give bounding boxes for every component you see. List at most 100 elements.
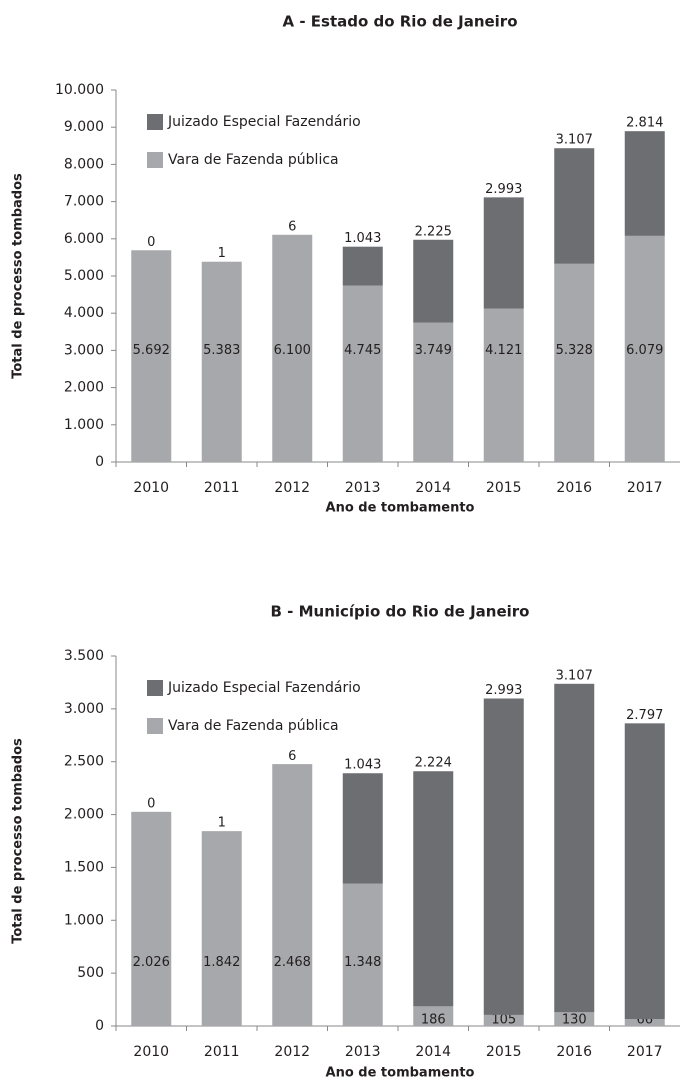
y-tick-label: 7.000 <box>64 194 104 210</box>
data-label: 2.993 <box>485 683 522 698</box>
data-label: 2.225 <box>415 224 452 239</box>
x-tick-label: 2017 <box>627 480 663 496</box>
data-label: 1 <box>218 246 226 261</box>
bar-segment <box>342 285 383 462</box>
data-label: 2.797 <box>626 708 663 723</box>
x-tick-label: 2013 <box>345 480 381 496</box>
bar-segment <box>342 883 383 1026</box>
data-label: 3.107 <box>556 668 593 683</box>
bar-segment <box>272 235 313 462</box>
data-label: 1.842 <box>203 955 240 970</box>
data-label: 3.107 <box>556 133 593 148</box>
data-label: 4.121 <box>485 343 522 358</box>
data-label: 3.749 <box>415 343 452 358</box>
y-tick-label: 2.500 <box>64 754 104 770</box>
bar-segment <box>554 683 595 1013</box>
bar-segment <box>554 263 595 462</box>
data-label: 5.328 <box>556 343 593 358</box>
y-tick-label: 2.000 <box>64 807 104 823</box>
bar-segment <box>342 246 383 286</box>
data-label: 6 <box>288 219 296 234</box>
x-tick-label: 2010 <box>133 1044 169 1060</box>
y-tick-label: 1.000 <box>64 417 104 433</box>
bar-segment <box>554 148 595 264</box>
bar-segment <box>201 261 242 462</box>
legend-swatch <box>147 152 163 168</box>
chart-title: B - Município do Rio de Janeiro <box>271 603 530 621</box>
data-label: 4.745 <box>344 343 381 358</box>
data-label: 2.224 <box>415 756 452 771</box>
y-tick-label: 500 <box>77 965 104 981</box>
bar-segment <box>413 322 454 462</box>
y-tick-label: 1.500 <box>64 859 104 875</box>
bar-segment <box>413 1006 454 1026</box>
x-axis-title: Ano de tombamento <box>326 501 475 516</box>
legend-swatch <box>147 114 163 130</box>
y-axis-title: Total de processo tombados <box>11 738 26 944</box>
data-label: 2.026 <box>133 955 170 970</box>
data-label: 0 <box>147 235 155 250</box>
bar-segment <box>413 771 454 1007</box>
y-tick-label: 3.500 <box>64 648 104 664</box>
bar-segment <box>272 765 313 1026</box>
bar-segment <box>483 1014 524 1026</box>
y-tick-label: 2.000 <box>64 380 104 396</box>
legend-label: Juizado Especial Fazendário <box>167 114 361 130</box>
y-tick-label: 8.000 <box>64 156 104 172</box>
bar-segment <box>413 239 454 323</box>
y-tick-label: 0 <box>95 1018 104 1034</box>
data-label: 2.993 <box>485 182 522 197</box>
data-label: 1.043 <box>344 231 381 246</box>
data-label: 1 <box>218 816 226 831</box>
bar-segment <box>483 197 524 309</box>
x-tick-label: 2015 <box>486 1044 522 1060</box>
y-axis-title: Total de processo tombados <box>11 173 26 379</box>
bar-segment <box>554 1012 595 1026</box>
x-tick-label: 2011 <box>204 480 240 496</box>
legend-swatch <box>147 718 163 734</box>
legend-label: Vara de Fazenda pública <box>168 152 339 168</box>
x-tick-label: 2012 <box>274 1044 310 1060</box>
x-axis-title: Ano de tombamento <box>326 1066 475 1081</box>
bar-segment <box>624 723 665 1020</box>
legend-label: Juizado Especial Fazendário <box>167 680 361 696</box>
chart-title: A - Estado do Rio de Janeiro <box>282 13 517 31</box>
bar-segment <box>342 773 383 884</box>
legend-swatch <box>147 680 163 696</box>
x-tick-label: 2016 <box>556 480 592 496</box>
data-label: 130 <box>562 1013 587 1028</box>
data-label: 5.383 <box>203 343 240 358</box>
data-label: 1.043 <box>344 758 381 773</box>
y-tick-label: 3.000 <box>64 342 104 358</box>
y-tick-label: 10.000 <box>55 82 104 98</box>
bar-segment <box>624 235 665 462</box>
x-tick-label: 2015 <box>486 480 522 496</box>
bar-segment <box>483 308 524 462</box>
y-tick-label: 0 <box>95 454 104 470</box>
x-tick-label: 2014 <box>415 1044 451 1060</box>
x-tick-label: 2017 <box>627 1044 663 1060</box>
data-label: 5.692 <box>133 343 170 358</box>
bar-segment <box>624 131 665 236</box>
bar-segment <box>272 764 313 766</box>
data-label: 2.468 <box>274 955 311 970</box>
bar-segment <box>624 1019 665 1026</box>
data-label: 186 <box>421 1013 446 1028</box>
legend-label: Vara de Fazenda pública <box>168 718 339 734</box>
y-tick-label: 4.000 <box>64 305 104 321</box>
data-label: 0 <box>147 796 155 811</box>
data-label: 6 <box>288 749 296 764</box>
data-label: 1.348 <box>344 955 381 970</box>
x-tick-label: 2010 <box>133 480 169 496</box>
y-tick-label: 3.000 <box>64 701 104 717</box>
x-tick-label: 2016 <box>556 1044 592 1060</box>
bar-segment <box>131 250 172 462</box>
x-tick-label: 2011 <box>204 1044 240 1060</box>
y-tick-label: 5.000 <box>64 268 104 284</box>
bar-segment <box>131 811 172 1026</box>
y-tick-label: 1.000 <box>64 912 104 928</box>
data-label: 6.079 <box>626 343 663 358</box>
data-label: 6.100 <box>274 343 311 358</box>
